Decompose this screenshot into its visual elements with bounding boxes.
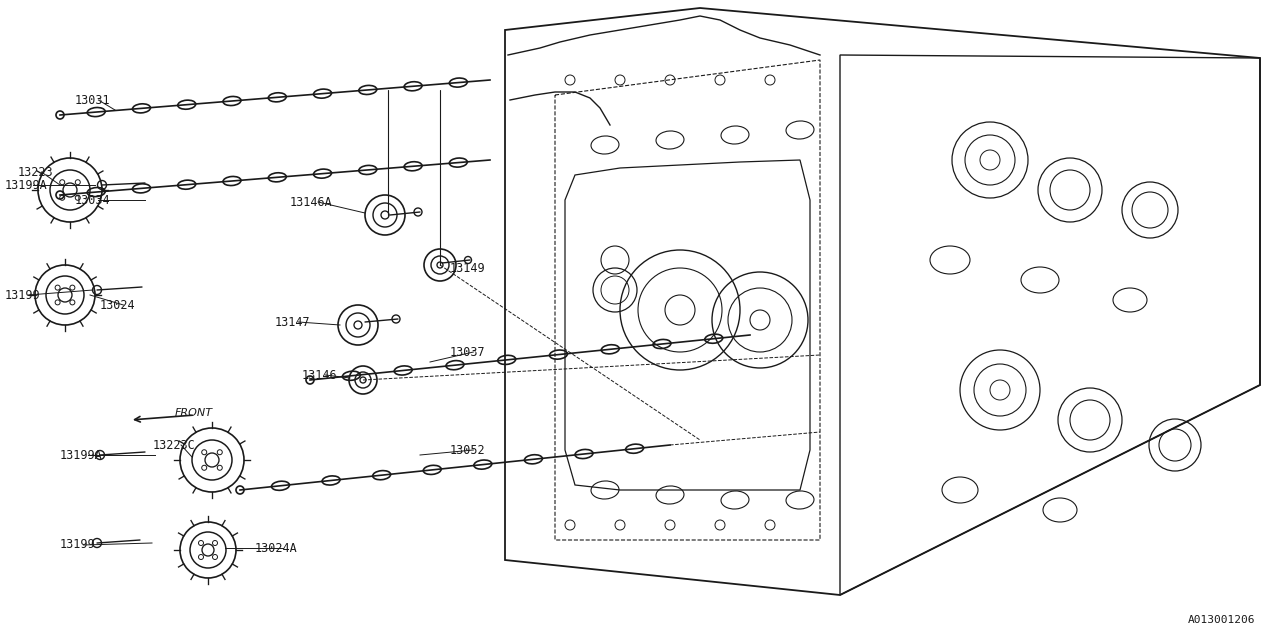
Text: 13031: 13031 (76, 93, 110, 106)
Text: 13199A: 13199A (60, 449, 102, 461)
Text: 13052: 13052 (451, 444, 485, 456)
Text: 13146A: 13146A (291, 195, 333, 209)
Text: A013001206: A013001206 (1188, 615, 1254, 625)
Text: 13034: 13034 (76, 193, 110, 207)
Text: 13147: 13147 (275, 316, 311, 328)
Text: 13149: 13149 (451, 262, 485, 275)
Text: 13199: 13199 (5, 289, 41, 301)
Text: 13199: 13199 (60, 538, 96, 552)
Text: 13223C: 13223C (154, 438, 196, 451)
Text: 13024: 13024 (100, 298, 136, 312)
Text: 13223: 13223 (18, 166, 54, 179)
Text: 13146: 13146 (302, 369, 338, 381)
Text: FRONT: FRONT (175, 408, 212, 418)
Text: 13037: 13037 (451, 346, 485, 358)
Text: 13199A: 13199A (5, 179, 47, 191)
Text: 13024A: 13024A (255, 541, 298, 554)
